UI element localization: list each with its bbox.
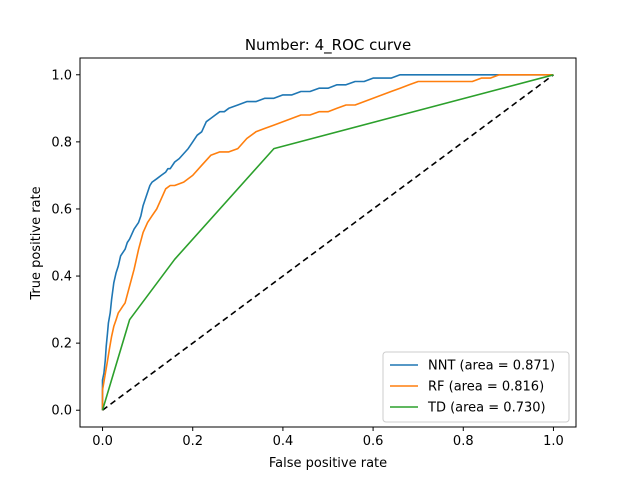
x-tick-label: 0.0 xyxy=(92,434,113,449)
x-tick-label: 0.8 xyxy=(453,434,474,449)
y-tick-label: 0.8 xyxy=(51,135,72,150)
legend: NNT (area = 0.871) RF (area = 0.816) TD (a… xyxy=(382,351,570,423)
x-axis-label: False positive rate xyxy=(269,456,387,471)
y-tick-label: 0.6 xyxy=(51,202,72,217)
x-tick-label: 0.4 xyxy=(273,434,294,449)
axes-frame xyxy=(79,57,577,428)
y-axis: 0.0 0.2 0.4 0.6 0.8 1.0 xyxy=(51,68,80,419)
plot-area xyxy=(101,74,554,411)
x-axis: 0.0 0.2 0.4 0.6 0.8 1.0 xyxy=(92,427,564,449)
series-line-diagonal xyxy=(102,74,554,411)
x-tick-label: 0.2 xyxy=(182,434,203,449)
series-line-rf xyxy=(101,74,554,411)
series-line-td xyxy=(101,74,554,411)
y-tick-label: 1.0 xyxy=(51,68,72,83)
series-line-nnt xyxy=(101,74,554,411)
legend-label: NNT (area = 0.871) xyxy=(428,359,555,374)
legend-label: TD (area = 0.730) xyxy=(427,401,546,416)
legend-label: RF (area = 0.816) xyxy=(428,380,544,395)
legend-box xyxy=(382,351,570,423)
y-axis-label: True positive rate xyxy=(29,186,44,300)
y-tick-label: 0.0 xyxy=(51,404,72,419)
y-tick-label: 0.2 xyxy=(51,337,72,352)
chart-title: Number: 4_ROC curve xyxy=(245,36,411,55)
y-tick-label: 0.4 xyxy=(51,270,72,285)
x-tick-label: 1.0 xyxy=(543,434,564,449)
x-tick-label: 0.6 xyxy=(363,434,384,449)
